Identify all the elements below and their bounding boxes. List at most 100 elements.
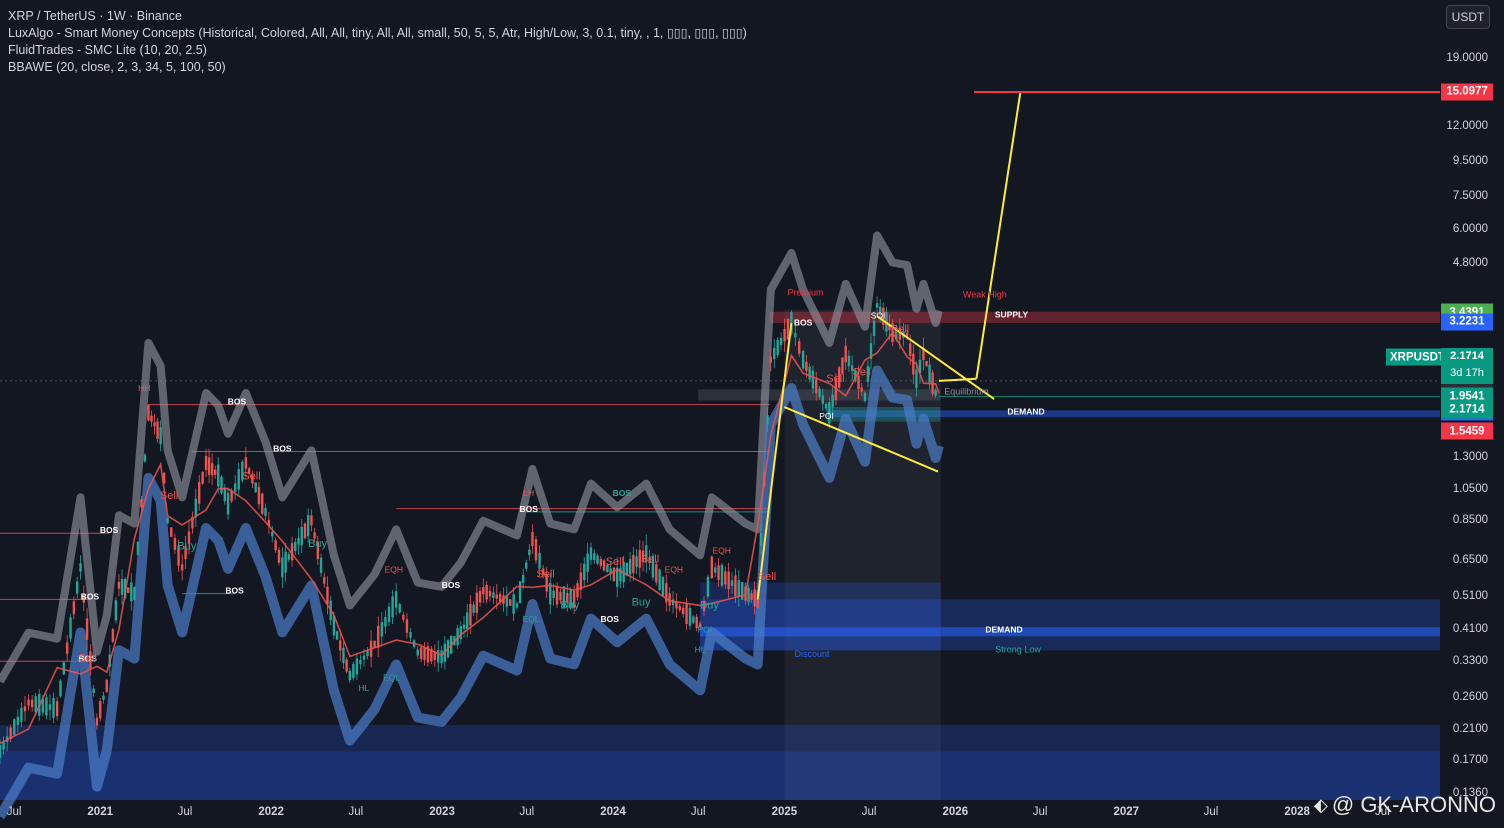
symbol-price-tag: XRPUSDT (1386, 348, 1449, 366)
price-tick-label: 9.5000 (1452, 154, 1488, 167)
time-tick-label: 2023 (429, 806, 455, 818)
annotation-lh: LH (523, 488, 534, 498)
annotation-bos: BOS (273, 444, 292, 454)
annotation-buy: Buy (177, 540, 196, 552)
upper-band (0, 231, 943, 684)
indicator-smc-luxalgo[interactable]: LuxAlgo - Smart Money Concepts (Historic… (8, 26, 747, 40)
price-tag: 15.0977 (1441, 83, 1493, 101)
time-tick-label: 2022 (258, 806, 284, 818)
price-tick-label: 19.0000 (1446, 51, 1488, 64)
watermark-text: @ GK-ARONNO (1331, 792, 1496, 817)
demand-zone-bottom-inner (0, 751, 1440, 800)
time-tick-label: Jul (177, 806, 193, 818)
price-tick-label: 0.2100 (1452, 722, 1488, 735)
trendline-impulse-up (756, 322, 793, 600)
annotation-sell: Sell (891, 324, 909, 336)
price-tick-label: 0.2600 (1452, 690, 1488, 703)
annotation-hl: HL (358, 683, 369, 693)
time-tick-label: 2026 (942, 806, 969, 818)
candles (0, 296, 937, 765)
annotation-sell: Sell (641, 554, 659, 566)
price-tick-label: 6.0000 (1452, 223, 1488, 236)
annotation-demand: DEMAND (1007, 407, 1044, 417)
demand-zone-lower-fluid (700, 582, 941, 651)
time-tick-label: 2025 (771, 806, 798, 818)
annotation-eql: EQL (383, 673, 400, 683)
price-tag: 2.1714 (1441, 401, 1493, 419)
annotation-buy: Buy (560, 600, 579, 612)
annotation-sell: Sell (78, 652, 96, 664)
demand-band-lower (700, 627, 1440, 637)
price-tick-label: 0.5100 (1452, 590, 1488, 603)
bar-countdown: 3d 17h (1450, 367, 1484, 379)
last-price-value: 2.1714 (1450, 350, 1484, 362)
price-tick-label: 12.0000 (1446, 120, 1488, 133)
annotation-buy: Buy (700, 600, 719, 612)
price-tick-label: 1.0500 (1452, 482, 1488, 495)
annotation-bos: BOS (794, 317, 813, 327)
trendline-wedge-bottom (784, 406, 939, 473)
annotation-strong-low: Strong Low (995, 645, 1041, 655)
chart-legend: XRP / TetherUS · 1W · Binance LuxAlgo - … (8, 8, 747, 76)
annotation-poi: POI (819, 411, 834, 421)
indicator-bbawe[interactable]: BBAWE (20, close, 2, 3, 34, 5, 100, 50) (8, 60, 226, 74)
time-tick-label: 2024 (600, 806, 626, 818)
annotation-supply: SUPPLY (995, 310, 1029, 320)
price-tick-label: 0.1700 (1452, 754, 1488, 767)
last-price-countdown: 2.1714 3d 17h (1441, 348, 1493, 384)
time-tick-label: Jul (861, 806, 877, 818)
annotation-hl: HL (695, 645, 706, 655)
trendline-target-leg-1 (938, 377, 977, 382)
time-tick-label: Jul (1032, 806, 1048, 818)
annotation-buy: Buy (308, 538, 327, 550)
annotation-discount: Discount (795, 649, 831, 659)
annotation-bos: BOS (228, 397, 247, 407)
annotation-bos: BOS (519, 504, 538, 514)
price-tag: 1.9541 (1441, 387, 1493, 405)
annotation-eqh: EQH (712, 546, 730, 556)
moving-average (0, 330, 940, 744)
time-tick-label: Jul (348, 806, 364, 818)
annotation-hh: HH (138, 383, 150, 393)
price-tick-label: 7.5000 (1452, 190, 1488, 203)
time-tick-label: Jul (6, 806, 22, 818)
annotation-sell: Sell (160, 490, 178, 502)
time-tick-label: 2027 (1113, 806, 1140, 818)
trendline-target-leg-2 (975, 91, 1022, 379)
price-tick-label: 0.8500 (1452, 514, 1488, 527)
price-tick-label: 0.3300 (1452, 655, 1488, 668)
annotation-sell: Sell (242, 470, 260, 482)
demand-zone-upper (826, 410, 1440, 418)
annotation-soi: SOI (871, 310, 886, 320)
time-tick-label: Jul (690, 806, 706, 818)
annotation-sell: Sell (758, 571, 776, 583)
annotation-sell: Sell (606, 556, 624, 568)
price-tick-label: 0.6500 (1452, 554, 1488, 567)
annotation-sell: Sell (852, 366, 870, 378)
lower-band (0, 365, 944, 820)
annotation-sell: Sell (536, 568, 554, 580)
price-tag: 1.5459 (1441, 422, 1493, 440)
price-tick-label: 0.1360 (1452, 787, 1488, 800)
demand-zone-bottom (0, 725, 1440, 800)
supply-zone (769, 311, 1440, 323)
time-tick-label: 2028 (1284, 806, 1310, 818)
watermark: ⬖ @ GK-ARONNO (1314, 792, 1496, 818)
annotation-weak-high: Weak High (963, 289, 1007, 299)
annotation-bos: BOS (225, 586, 244, 596)
indicator-fluidtrades[interactable]: FluidTrades - SMC Lite (10, 20, 2.5) (8, 43, 207, 57)
annotation-buy: Buy (632, 596, 651, 608)
candle (0, 745, 2, 758)
annotation-eqh: EQH (385, 564, 403, 574)
annotation-premium: Premium (787, 287, 823, 297)
time-tick-label: 2021 (87, 806, 113, 818)
annotation-demand: DEMAND (985, 625, 1022, 635)
currency-button[interactable]: USDT (1446, 5, 1490, 29)
annotation-bos: BOS (78, 653, 97, 663)
symbol-title[interactable]: XRP / TetherUS · 1W · Binance (8, 9, 182, 23)
time-tick-label: Jul (519, 806, 535, 818)
binance-logo-icon: ⬖ (1314, 794, 1328, 815)
annotation-equilibrium: Equilibrium (944, 386, 989, 396)
annotation-bos: BOS (613, 488, 632, 498)
